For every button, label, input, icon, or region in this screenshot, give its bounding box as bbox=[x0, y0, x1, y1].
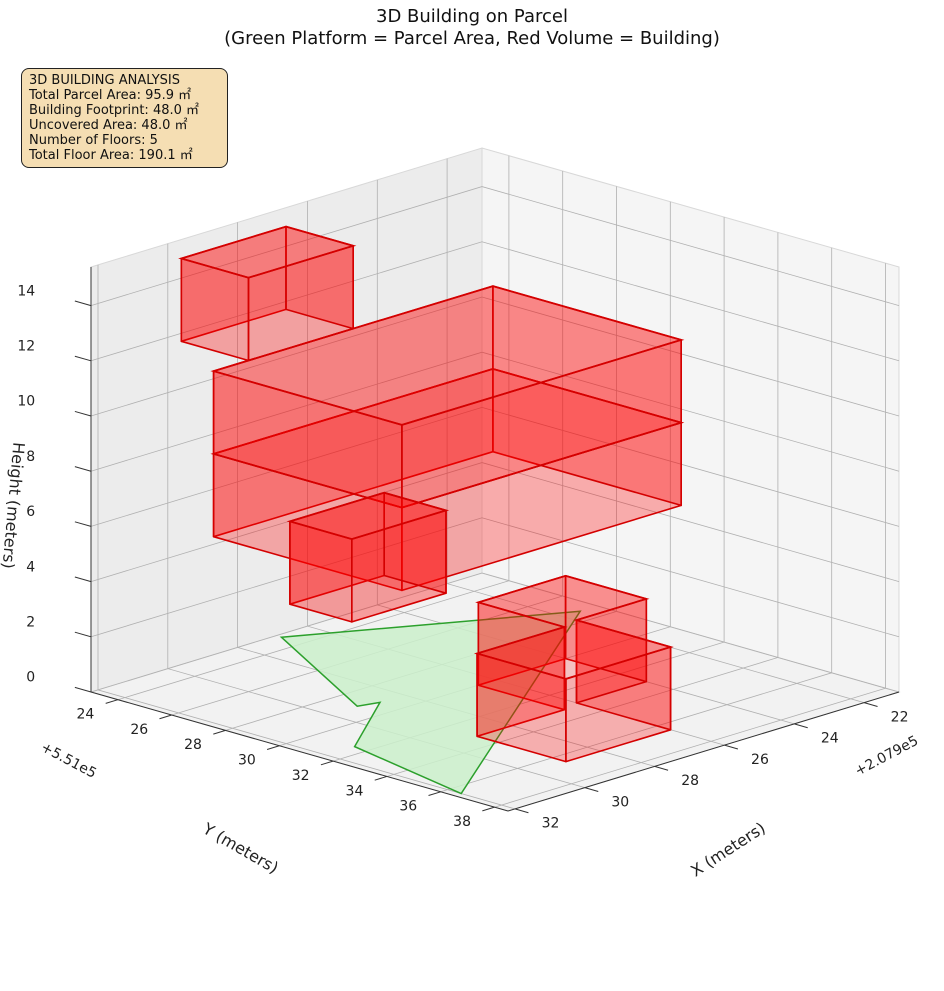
x-tick-label: 30 bbox=[238, 753, 256, 769]
y-offset-label: +5.51e5 bbox=[38, 739, 99, 782]
building-floor-2-top bbox=[286, 491, 450, 541]
y-tick bbox=[654, 765, 669, 771]
z-tick bbox=[74, 576, 92, 583]
z-grid-line bbox=[90, 517, 900, 638]
chart-title-line2: (Green Platform = Parcel Area, Red Volum… bbox=[224, 28, 720, 49]
z-tick bbox=[74, 355, 92, 362]
axes bbox=[90, 267, 900, 812]
z-grid-line bbox=[90, 241, 900, 362]
x-tick-label: 26 bbox=[130, 722, 148, 738]
z-axis-label: Height (meters) bbox=[0, 441, 28, 569]
x-offset-label: +2.079e5 bbox=[852, 733, 921, 780]
y-tick-label: 32 bbox=[542, 816, 560, 832]
x-tick bbox=[374, 775, 388, 781]
building-ground-floor-top bbox=[473, 574, 674, 680]
x-tick bbox=[482, 806, 495, 812]
analysis-info-box: 3D BUILDING ANALYSIS Total Parcel Area: … bbox=[21, 68, 228, 168]
y-tick bbox=[584, 787, 599, 792]
y-tick bbox=[794, 723, 808, 729]
x-tick bbox=[428, 791, 441, 797]
y-tick-label: 30 bbox=[611, 794, 629, 810]
z-tick bbox=[74, 521, 92, 527]
building-floor-5-top bbox=[178, 225, 357, 279]
y-tick bbox=[724, 744, 739, 750]
z-tick-label: 10 bbox=[17, 394, 35, 410]
y-tick-label: 22 bbox=[891, 709, 909, 725]
x-tick-label: 34 bbox=[346, 783, 364, 799]
z-tick bbox=[74, 631, 92, 638]
z-tick-label: 8 bbox=[26, 449, 35, 465]
x-tick-label: 28 bbox=[184, 737, 202, 753]
x-tick-label: 38 bbox=[453, 814, 471, 830]
x-tick bbox=[105, 699, 119, 704]
z-tick bbox=[74, 686, 92, 693]
info-heading: 3D BUILDING ANALYSIS bbox=[29, 73, 181, 88]
z-tick-label: 12 bbox=[17, 338, 35, 354]
y-axis-line bbox=[507, 691, 900, 812]
z-tick bbox=[74, 466, 92, 472]
parcel-platform bbox=[279, 610, 582, 795]
info-line-parcel-area: Total Parcel Area: 95.9 ㎡ bbox=[29, 88, 192, 103]
info-line-floor-area: Total Floor Area: 190.1 ㎡ bbox=[29, 148, 193, 163]
parcel-layer bbox=[279, 610, 582, 795]
x-tick-label: 32 bbox=[292, 768, 310, 784]
z-tick-label: 0 bbox=[26, 670, 35, 686]
z-grid-line bbox=[90, 406, 900, 527]
x-axis-label: X (meters) bbox=[687, 818, 769, 880]
z-tick bbox=[74, 300, 92, 307]
z-tick-label: 6 bbox=[26, 504, 35, 520]
x-tick-label: 36 bbox=[399, 799, 417, 815]
z-grid-line bbox=[90, 462, 900, 582]
chart-title: 3D Building on Parcel (Green Platform = … bbox=[0, 6, 944, 50]
info-line-uncovered: Uncovered Area: 48.0 ㎡ bbox=[29, 118, 188, 133]
z-grid-line bbox=[90, 296, 900, 417]
axis-panes bbox=[89, 147, 901, 812]
z-tick-label: 4 bbox=[26, 559, 35, 575]
x-tick bbox=[159, 714, 172, 720]
y-tick-label: 24 bbox=[821, 731, 839, 747]
y-tick-label: 28 bbox=[681, 773, 699, 789]
z-tick-label: 14 bbox=[17, 283, 35, 299]
x-tick bbox=[320, 760, 334, 766]
chart-title-line1: 3D Building on Parcel bbox=[376, 6, 568, 27]
building-layer bbox=[178, 225, 685, 763]
z-grid-line bbox=[90, 572, 900, 693]
y-tick bbox=[514, 808, 529, 814]
y-tick-label: 26 bbox=[751, 752, 769, 768]
z-tick-label: 2 bbox=[26, 614, 35, 630]
z-grid-line bbox=[90, 351, 900, 472]
x-tick-label: 24 bbox=[77, 706, 95, 722]
y-axis-label: Y (meters) bbox=[199, 819, 282, 878]
x-tick bbox=[213, 729, 226, 735]
info-line-floors: Number of Floors: 5 bbox=[29, 133, 158, 148]
info-line-footprint: Building Footprint: 48.0 ㎡ bbox=[29, 103, 200, 118]
x-axis-line bbox=[90, 691, 509, 812]
x-tick bbox=[266, 745, 280, 750]
y-tick bbox=[863, 702, 878, 707]
z-grid-line bbox=[90, 186, 900, 306]
z-tick bbox=[74, 410, 92, 417]
